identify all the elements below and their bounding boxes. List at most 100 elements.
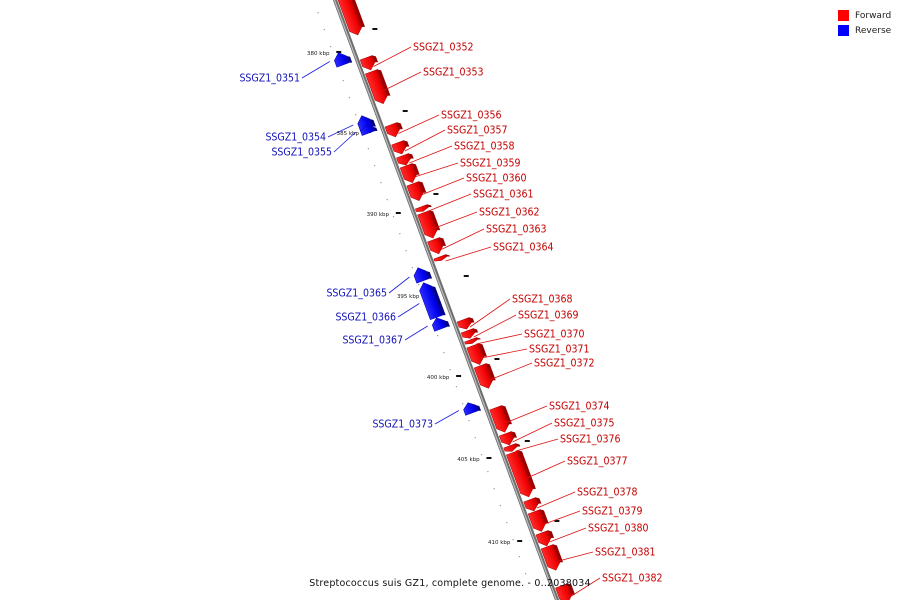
gene-feature[interactable] [332, 49, 353, 68]
forward-gene-arrow[interactable] [427, 237, 445, 256]
reverse-gene-arrow[interactable] [359, 123, 375, 136]
gene-label[interactable]: SSGZ1_0381 [595, 547, 656, 559]
gene-feature[interactable] [427, 236, 448, 256]
gene-feature[interactable] [460, 327, 479, 340]
gene-label[interactable]: SSGZ1_0367 [342, 335, 403, 347]
forward-gene-arrow[interactable] [498, 431, 515, 447]
minor-tick [402, 110, 408, 112]
forward-gene-arrow[interactable] [365, 69, 389, 105]
gene-feature[interactable] [456, 316, 475, 331]
gene-label[interactable]: SSGZ1_0351 [239, 73, 300, 85]
forward-swatch [838, 10, 849, 21]
gene-label[interactable]: SSGZ1_0352 [413, 42, 474, 54]
forward-gene-arrow[interactable] [489, 405, 511, 434]
gene-label[interactable]: SSGZ1_0371 [529, 344, 590, 356]
forward-gene-arrow[interactable] [384, 122, 402, 139]
gene-label[interactable]: SSGZ1_0369 [518, 310, 579, 322]
forward-gene-arrow[interactable] [391, 140, 408, 156]
gene-label[interactable]: SSGZ1_0358 [454, 141, 515, 153]
gene-feature[interactable] [540, 543, 565, 572]
gene-feature[interactable] [365, 68, 392, 105]
forward-gene-arrow[interactable] [523, 497, 540, 513]
forward-gene-arrow[interactable] [456, 317, 473, 331]
forward-gene-arrow[interactable] [527, 509, 547, 533]
gene-label[interactable]: SSGZ1_0374 [549, 401, 610, 413]
forward-gene-arrow[interactable] [399, 163, 418, 184]
gene-label[interactable]: SSGZ1_0361 [473, 189, 534, 201]
gene-feature[interactable] [412, 264, 433, 284]
leader-line [409, 145, 453, 164]
gene-feature[interactable] [555, 582, 577, 600]
gene-feature[interactable] [399, 162, 421, 184]
base-dot [518, 556, 520, 558]
reverse-gene-arrow[interactable] [430, 315, 448, 332]
gene-label[interactable]: SSGZ1_0365 [326, 288, 387, 300]
gene-feature[interactable] [498, 430, 518, 447]
gene-label[interactable]: SSGZ1_0370 [524, 329, 585, 341]
gene-label[interactable]: SSGZ1_0356 [441, 110, 502, 122]
forward-gene-arrow[interactable] [540, 544, 562, 572]
gene-feature[interactable] [335, 0, 367, 37]
gene-feature[interactable] [384, 121, 405, 139]
gene-label[interactable]: SSGZ1_0376 [560, 434, 621, 446]
gene-label[interactable]: SSGZ1_0379 [582, 506, 643, 518]
gene-feature[interactable] [503, 442, 521, 453]
gene-feature[interactable] [391, 139, 411, 156]
gene-feature[interactable] [433, 253, 450, 262]
gene-label[interactable]: SSGZ1_0372 [534, 358, 595, 370]
forward-gene-arrow[interactable] [555, 583, 574, 600]
gene-label[interactable]: SSGZ1_0382 [602, 573, 663, 585]
gene-label[interactable]: SSGZ1_0357 [447, 125, 508, 137]
forward-gene-arrow[interactable] [433, 254, 448, 262]
gene-label[interactable]: SSGZ1_0377 [567, 456, 628, 468]
gene-feature[interactable] [359, 54, 380, 72]
gene-feature[interactable] [464, 336, 481, 345]
gene-feature[interactable] [396, 152, 414, 167]
leader-line [515, 438, 559, 452]
gene-feature[interactable] [506, 449, 537, 499]
forward-gene-arrow[interactable] [460, 328, 476, 340]
forward-gene-arrow[interactable] [464, 337, 479, 345]
gene-label[interactable]: SSGZ1_0380 [588, 523, 649, 535]
gene-label[interactable]: SSGZ1_0363 [486, 224, 547, 236]
gene-feature[interactable] [462, 399, 482, 416]
forward-gene-arrow[interactable] [396, 153, 412, 167]
forward-gene-arrow[interactable] [335, 0, 364, 37]
forward-gene-arrow[interactable] [359, 55, 377, 72]
gene-label[interactable]: SSGZ1_0353 [423, 67, 484, 79]
forward-gene-arrow[interactable] [473, 363, 495, 390]
forward-gene-arrow[interactable] [535, 530, 553, 548]
gene-label[interactable]: SSGZ1_0355 [271, 147, 332, 159]
gene-label[interactable]: SSGZ1_0362 [479, 207, 540, 219]
forward-gene-arrow[interactable] [406, 181, 425, 202]
gene-feature[interactable] [417, 209, 442, 240]
gene-feature[interactable] [359, 122, 378, 136]
gene-feature[interactable] [527, 508, 550, 533]
leader-line [388, 276, 410, 294]
gene-feature[interactable] [466, 342, 489, 366]
gene-label[interactable]: SSGZ1_0364 [493, 242, 554, 254]
gene-label[interactable]: SSGZ1_0368 [512, 294, 573, 306]
gene-feature[interactable] [523, 496, 543, 513]
gene-label[interactable]: SSGZ1_0359 [460, 158, 521, 170]
base-dot [405, 250, 407, 252]
gene-feature[interactable] [415, 203, 432, 213]
forward-gene-arrow[interactable] [415, 204, 429, 213]
forward-gene-arrow[interactable] [506, 450, 535, 499]
gene-feature[interactable] [489, 404, 514, 434]
gene-label[interactable]: SSGZ1_0373 [372, 419, 433, 431]
reverse-gene-arrow[interactable] [412, 265, 430, 284]
reverse-gene-arrow[interactable] [332, 50, 350, 68]
forward-gene-arrow[interactable] [503, 443, 518, 453]
gene-feature[interactable] [430, 314, 450, 332]
gene-feature[interactable] [406, 180, 428, 202]
gene-label[interactable]: SSGZ1_0375 [554, 418, 615, 430]
gene-label[interactable]: SSGZ1_0378 [577, 487, 638, 499]
gene-feature[interactable] [535, 529, 556, 548]
gene-shadow [469, 317, 475, 323]
gene-label[interactable]: SSGZ1_0354 [265, 132, 326, 144]
gene-label[interactable]: SSGZ1_0360 [466, 173, 527, 185]
gene-label[interactable]: SSGZ1_0366 [335, 312, 396, 324]
reverse-gene-arrow[interactable] [462, 400, 479, 416]
gene-feature[interactable] [473, 362, 497, 390]
